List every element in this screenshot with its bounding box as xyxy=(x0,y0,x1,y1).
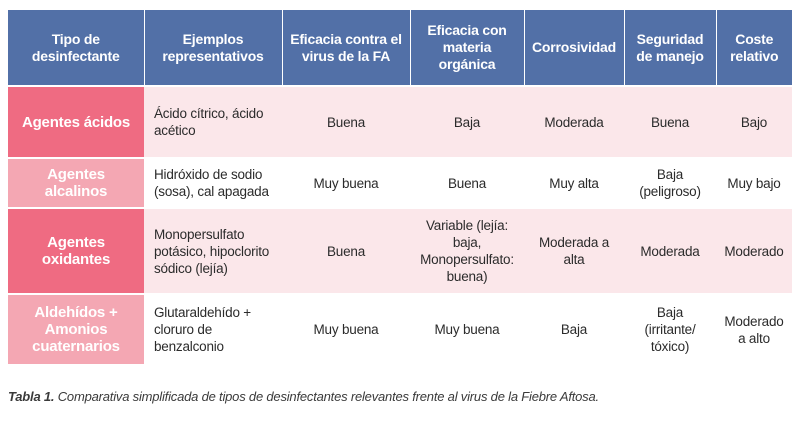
table-header-row: Tipo de desinfectante Ejemplos represent… xyxy=(8,10,792,86)
table-row: Agentes ácidos Ácido cítrico, ácido acét… xyxy=(8,86,792,158)
table-row: Agentes oxidantes Monopersulfato potásic… xyxy=(8,208,792,294)
cell-efficacy: Muy buena xyxy=(282,294,410,364)
cell-examples: Glutaraldehído + cloruro de benzalconio xyxy=(144,294,282,364)
cell-corrosivity: Moderada xyxy=(524,86,624,158)
cell-efficacy: Buena xyxy=(282,208,410,294)
cell-safety: Moderada xyxy=(624,208,716,294)
cell-efficacy: Muy buena xyxy=(282,158,410,208)
cell-safety: Baja (irritante/ tóxico) xyxy=(624,294,716,364)
table-caption: Tabla 1. Comparativa simplificada de tip… xyxy=(8,389,599,404)
cell-examples: Monopersulfato potásico, hipoclorito sód… xyxy=(144,208,282,294)
header-cost: Coste relativo xyxy=(716,10,792,86)
cell-safety: Buena xyxy=(624,86,716,158)
cell-type: Agentes oxidantes xyxy=(8,208,144,294)
cell-examples: Hidróxido de sodio (sosa), cal apagada xyxy=(144,158,282,208)
header-type: Tipo de desinfectante xyxy=(8,10,145,86)
cell-corrosivity: Baja xyxy=(524,294,624,364)
header-efficacy: Eficacia contra el virus de la FA xyxy=(282,10,411,86)
header-examples: Ejemplos representativos xyxy=(144,10,283,86)
cell-safety: Baja (peligroso) xyxy=(624,158,716,208)
cell-cost: Muy bajo xyxy=(716,158,792,208)
cell-cost: Moderado xyxy=(716,208,792,294)
cell-efficacy: Buena xyxy=(282,86,410,158)
caption-text: Comparativa simplificada de tipos de des… xyxy=(54,389,599,404)
caption-label: Tabla 1. xyxy=(8,389,55,404)
header-safety: Seguridad de manejo xyxy=(624,10,717,86)
disinfectant-comparison-table: Tipo de desinfectante Ejemplos represent… xyxy=(8,10,792,364)
table-row: Agentes alcalinos Hidróxido de sodio (so… xyxy=(8,158,792,208)
cell-organic: Buena xyxy=(410,158,524,208)
cell-examples: Ácido cítrico, ácido acético xyxy=(144,86,282,158)
header-corrosivity: Corrosividad xyxy=(524,10,625,86)
comparison-table: Tipo de desinfectante Ejemplos represent… xyxy=(8,10,792,364)
table-row: Aldehídos + Amonios cuaternarios Glutara… xyxy=(8,294,792,364)
cell-type: Agentes ácidos xyxy=(8,86,144,158)
cell-cost: Bajo xyxy=(716,86,792,158)
cell-corrosivity: Moderada a alta xyxy=(524,208,624,294)
cell-cost: Moderado a alto xyxy=(716,294,792,364)
cell-corrosivity: Muy alta xyxy=(524,158,624,208)
cell-organic: Baja xyxy=(410,86,524,158)
header-organic: Eficacia con materia orgánica xyxy=(410,10,525,86)
cell-type: Aldehídos + Amonios cuaternarios xyxy=(8,294,144,364)
cell-organic: Variable (lejía: baja, Monopersulfato: b… xyxy=(410,208,524,294)
cell-organic: Muy buena xyxy=(410,294,524,364)
cell-type: Agentes alcalinos xyxy=(8,158,144,208)
